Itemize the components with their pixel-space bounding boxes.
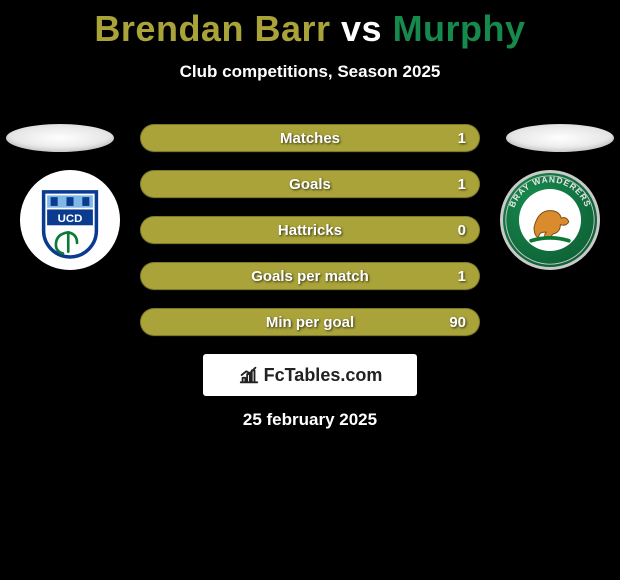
stat-label: Min per goal	[266, 314, 354, 331]
bray-crest-icon: BRAY WANDERERS	[503, 173, 597, 267]
stat-value: 1	[458, 130, 466, 147]
stat-bar: Goals 1	[140, 170, 480, 198]
subtitle: Club competitions, Season 2025	[0, 62, 620, 82]
ucd-crest-icon: UCD DUBLIN	[26, 176, 114, 264]
stat-value: 0	[458, 222, 466, 239]
club-badge-bray: BRAY WANDERERS	[500, 170, 600, 270]
stat-label: Goals per match	[251, 268, 369, 285]
stat-label: Goals	[289, 176, 331, 193]
player1-name: Brendan Barr	[94, 8, 330, 49]
chart-icon	[238, 364, 260, 386]
player2-name: Murphy	[393, 8, 526, 49]
brand-box: FcTables.com	[203, 354, 417, 396]
stat-value: 1	[458, 268, 466, 285]
stat-bar: Min per goal 90	[140, 308, 480, 336]
ucd-text: UCD	[58, 213, 83, 225]
stat-label: Matches	[280, 130, 340, 147]
oval-right	[506, 124, 614, 152]
date-text: 25 february 2025	[0, 410, 620, 430]
oval-left	[6, 124, 114, 152]
brand-text: FcTables.com	[264, 365, 383, 386]
stat-bar: Matches 1	[140, 124, 480, 152]
stat-label: Hattricks	[278, 222, 342, 239]
stat-bars: Matches 1 Goals 1 Hattricks 0 Goals per match 1…	[140, 124, 480, 354]
stat-bar: Goals per match 1	[140, 262, 480, 290]
vs-text: vs	[341, 8, 382, 49]
club-badge-ucd: UCD DUBLIN	[20, 170, 120, 270]
stat-bar: Hattricks 0	[140, 216, 480, 244]
stat-value: 1	[458, 176, 466, 193]
stat-value: 90	[449, 314, 466, 331]
page-title: Brendan Barr vs Murphy	[0, 0, 620, 50]
